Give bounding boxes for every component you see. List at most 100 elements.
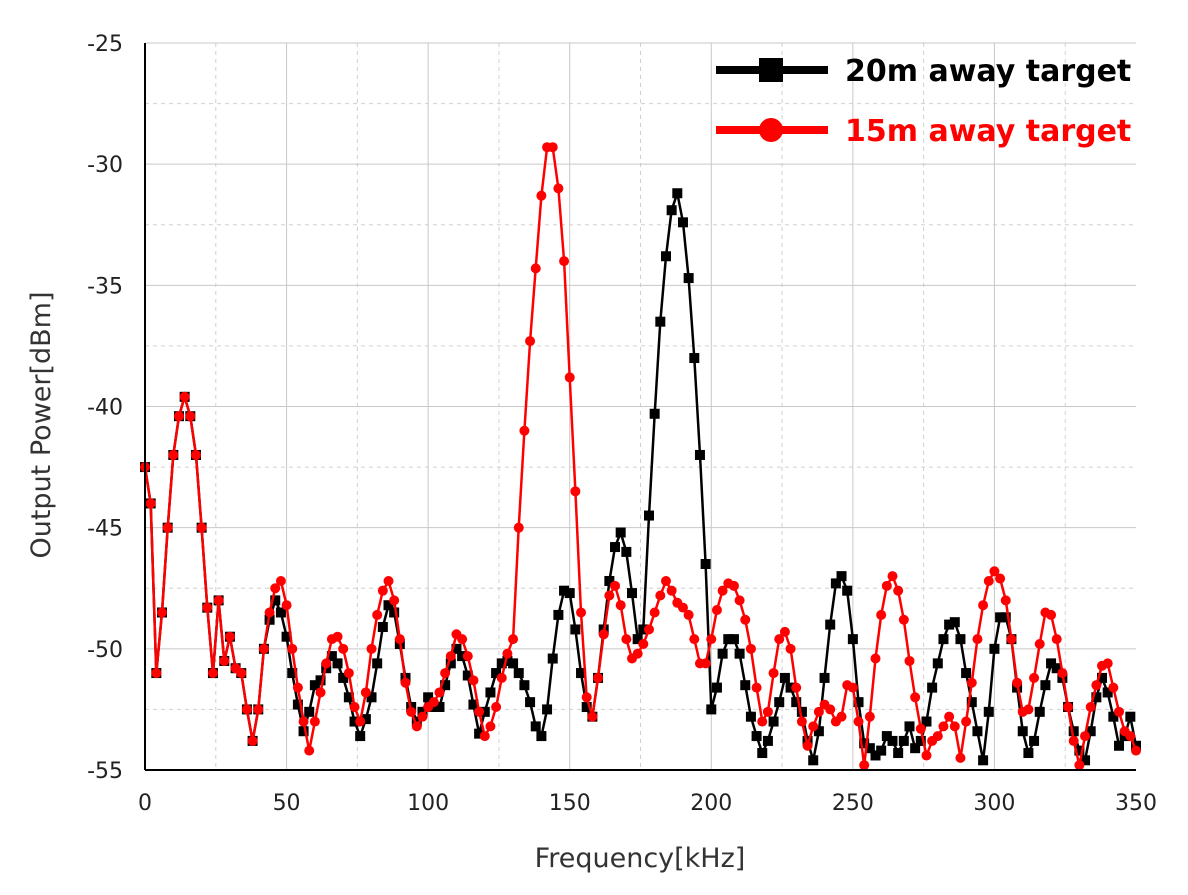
data-point	[576, 668, 587, 679]
data-point	[173, 411, 184, 422]
data-point	[508, 634, 519, 645]
data-point	[1080, 731, 1091, 742]
data-point	[961, 668, 972, 679]
data-point	[677, 217, 688, 228]
data-point	[270, 595, 281, 606]
data-point	[966, 697, 977, 708]
y-tick-label: -50	[87, 638, 123, 663]
data-point	[802, 740, 813, 751]
data-point	[745, 643, 756, 654]
data-point	[1034, 706, 1045, 717]
data-point	[785, 643, 796, 654]
data-point	[564, 372, 575, 383]
data-point	[479, 706, 490, 717]
data-point	[474, 706, 485, 717]
data-point	[236, 668, 247, 679]
data-point	[1085, 701, 1096, 712]
data-point	[1091, 680, 1102, 691]
data-point	[1023, 704, 1034, 715]
data-point	[372, 658, 383, 669]
data-point	[332, 658, 343, 669]
data-point	[298, 716, 309, 727]
data-point	[898, 735, 909, 746]
data-point	[519, 425, 530, 436]
data-point	[677, 602, 688, 613]
data-point	[921, 750, 932, 761]
data-point	[910, 743, 921, 754]
data-point	[587, 711, 598, 722]
x-axis-title: Frequency[kHz]	[535, 843, 746, 874]
data-point	[338, 643, 349, 654]
data-point	[485, 721, 496, 732]
data-point	[893, 748, 904, 759]
data-point	[836, 571, 847, 582]
data-point	[1057, 668, 1068, 679]
data-point	[292, 682, 303, 693]
data-point	[1068, 726, 1079, 737]
data-point	[162, 522, 173, 533]
data-point	[202, 602, 213, 613]
data-point	[740, 680, 751, 691]
data-point	[740, 614, 751, 625]
x-tick-label: 50	[273, 791, 301, 816]
data-point	[145, 498, 156, 509]
data-point	[830, 578, 841, 589]
data-point	[972, 726, 983, 737]
data-point	[751, 682, 762, 693]
legend-marker-circle	[759, 118, 783, 142]
data-point	[762, 735, 773, 746]
data-point	[672, 188, 683, 199]
data-point	[683, 609, 694, 620]
data-point	[666, 205, 677, 216]
data-point	[1046, 658, 1057, 669]
data-point	[655, 590, 666, 601]
data-point	[706, 704, 717, 715]
data-point	[366, 692, 377, 703]
data-point	[1074, 760, 1085, 771]
data-point	[757, 716, 768, 727]
data-point	[655, 316, 666, 327]
data-point	[502, 648, 513, 659]
data-point	[870, 750, 881, 761]
data-point	[536, 731, 547, 742]
data-point	[179, 391, 190, 402]
y-tick-label: -45	[87, 517, 123, 542]
data-point	[428, 697, 439, 708]
data-point	[1108, 682, 1119, 693]
data-point	[627, 588, 638, 599]
data-point	[247, 735, 258, 746]
data-point	[332, 631, 343, 642]
data-point	[360, 687, 371, 698]
data-point	[904, 721, 915, 732]
data-point	[156, 607, 167, 618]
data-point	[978, 755, 989, 766]
data-point	[462, 670, 473, 681]
y-tick-label: -35	[87, 274, 123, 299]
data-point	[921, 716, 932, 727]
data-point	[604, 575, 615, 586]
legend-label-1: 15m away target	[845, 114, 1131, 149]
data-point	[309, 716, 320, 727]
data-point	[502, 655, 513, 666]
data-point	[615, 527, 626, 538]
data-point	[983, 575, 994, 586]
data-point	[904, 655, 915, 666]
data-point	[434, 687, 445, 698]
data-point	[343, 692, 354, 703]
data-point	[972, 634, 983, 645]
data-point	[349, 716, 360, 727]
data-point	[338, 672, 349, 683]
data-point	[406, 706, 417, 717]
data-point	[451, 643, 462, 654]
data-point	[462, 651, 473, 662]
data-point	[1006, 634, 1017, 645]
data-point	[955, 752, 966, 763]
data-point	[1023, 748, 1034, 759]
data-point	[825, 619, 836, 630]
data-point	[304, 745, 315, 756]
x-tick-label: 200	[690, 791, 732, 816]
x-tick-label: 250	[832, 791, 874, 816]
data-point	[207, 668, 218, 679]
